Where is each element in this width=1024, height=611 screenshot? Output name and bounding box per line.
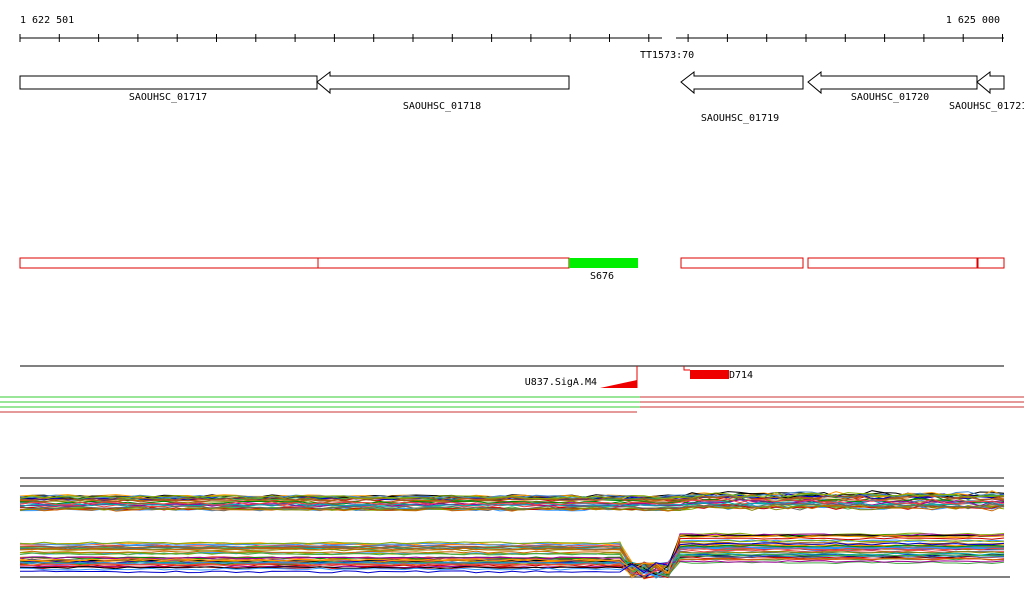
gene-label: SAOUHSC_01717: [129, 92, 207, 103]
ruler-end: 1 625 000: [946, 15, 1000, 26]
segment: [680, 257, 804, 269]
trace: [19, 502, 1005, 510]
segment: [19, 257, 319, 269]
ruler-ticks: [19, 34, 1003, 42]
trace: [19, 537, 1005, 579]
track-lines: [0, 396, 1024, 413]
segment: [807, 257, 978, 269]
gene-box: [19, 75, 318, 90]
segment-highlight: [569, 258, 638, 268]
gene-arrow: [976, 70, 1005, 95]
ruler-start: 1 622 501: [20, 15, 74, 26]
trace: [19, 556, 1005, 571]
trace: [19, 498, 1005, 506]
trace: [19, 547, 1005, 577]
trace: [19, 543, 1005, 578]
gene-label: SAOUHSC_01720: [851, 92, 929, 103]
segments: [19, 257, 1005, 269]
feature-triangle: [600, 380, 637, 388]
trace: [19, 535, 1005, 574]
trace: [19, 542, 1005, 578]
feature-label: D714: [729, 370, 753, 381]
genes: [19, 70, 1005, 95]
trace: [19, 491, 1005, 500]
trace: [19, 534, 1005, 576]
trace: [19, 552, 1004, 578]
ruler-marker: TT1573:70: [640, 50, 694, 61]
segment: [317, 257, 570, 269]
gene-label: SAOUHSC_01719: [701, 113, 779, 124]
trace: [19, 555, 1005, 579]
trace: [20, 542, 1005, 574]
trace: [19, 547, 1005, 575]
segment-label: S676: [590, 271, 614, 282]
trace: [19, 546, 1005, 577]
trace: [19, 539, 1005, 573]
gene-arrow: [316, 70, 570, 95]
feature-stem: [683, 366, 690, 371]
trace: [19, 493, 1005, 501]
segment: [977, 257, 1005, 269]
gene-arrow: [807, 70, 978, 95]
gene-label: SAOUHSC_01721: [949, 101, 1024, 112]
feature-box: [690, 370, 729, 379]
trace: [19, 504, 1005, 512]
trace: [19, 495, 1005, 503]
feature-label: U837.SigA.M4: [525, 377, 597, 388]
trace: [19, 504, 1005, 511]
gene-label: SAOUHSC_01718: [403, 101, 481, 112]
expression-traces: [19, 490, 1005, 580]
gene-arrow: [680, 70, 804, 95]
